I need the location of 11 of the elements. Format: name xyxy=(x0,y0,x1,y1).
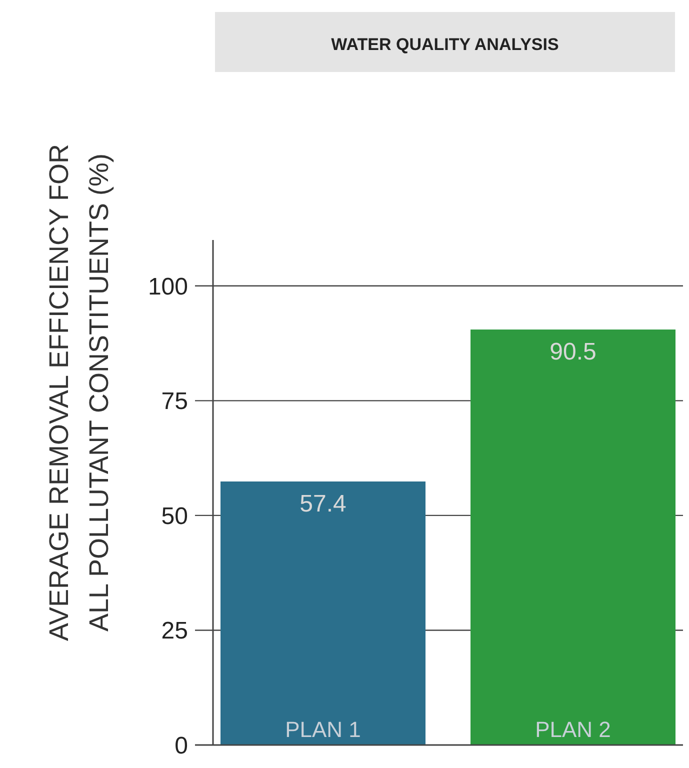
y-axis-title: AVERAGE REMOVAL EFFICIENCY FOR ALL POLLUTANT CONSTITUENTS (%) xyxy=(44,144,114,642)
y-tick-label: 100 xyxy=(148,273,188,300)
data-label: 57.4 xyxy=(300,490,346,518)
x-tick-label: PLAN 2 xyxy=(535,717,611,742)
y-tick-label: 75 xyxy=(161,388,188,416)
y-tick-label: 50 xyxy=(161,502,188,530)
y-tick-label: 25 xyxy=(161,618,188,645)
y-tick-label: 0 xyxy=(174,732,188,760)
chart-title: WATER QUALITY ANALYSIS xyxy=(331,35,559,54)
data-label: 90.5 xyxy=(550,338,596,366)
x-tick-label: PLAN 1 xyxy=(285,717,361,742)
